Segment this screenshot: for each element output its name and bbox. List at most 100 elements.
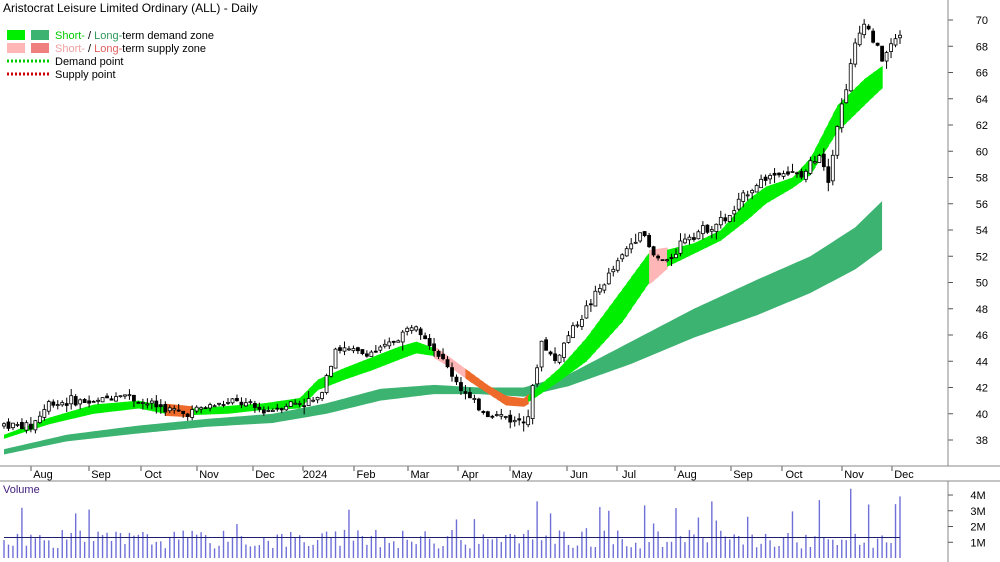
short-term-demand-segment: [236, 404, 243, 413]
short-term-demand-segment: [774, 182, 780, 199]
short-term-demand-segment: [80, 407, 86, 417]
candle-body: [880, 45, 884, 62]
x-tick-label: Oct: [144, 469, 161, 481]
candle-body: [669, 257, 674, 260]
short-term-demand-segment: [756, 189, 762, 212]
short-term-demand-segment: [564, 357, 570, 378]
candle-body: [454, 376, 459, 383]
candle-body: [736, 198, 741, 210]
legend-demand-sep: /: [85, 30, 94, 42]
candle-body: [705, 224, 710, 233]
candle-body: [633, 241, 638, 244]
candle-body: [660, 259, 665, 262]
candle-body: [772, 172, 777, 176]
candle-body: [96, 399, 100, 402]
candle-body: [252, 403, 257, 408]
x-tick-label: Jul: [622, 469, 636, 481]
short-term-demand-segment: [581, 337, 587, 365]
candle-body: [624, 248, 629, 257]
short-term-demand-segment: [98, 403, 104, 414]
candle-body: [651, 246, 656, 256]
short-term-demand-segment: [622, 282, 628, 322]
y-tick-label: 38: [976, 435, 988, 447]
candle-body: [687, 236, 692, 241]
short-term-demand-segment: [107, 402, 113, 413]
short-term-demand-segment: [8, 431, 14, 438]
short-term-demand-segment: [707, 234, 713, 248]
short-term-demand-segment: [711, 232, 717, 245]
short-term-demand-segment: [537, 383, 543, 397]
candle-body: [432, 343, 436, 351]
short-term-demand-segment: [228, 405, 234, 414]
legend-demand-zone: Short- / Long-term demand zone: [55, 30, 214, 42]
candle-body: [20, 422, 24, 430]
candle-body: [123, 394, 127, 397]
short-term-demand-segment: [828, 114, 834, 146]
candle-body: [692, 237, 696, 240]
short-term-supply-segment: [519, 397, 525, 407]
short-term-demand-segment: [702, 236, 708, 250]
candle-body: [795, 172, 799, 175]
candle-body: [700, 225, 705, 235]
candle-body: [481, 411, 486, 413]
candle-body: [530, 385, 535, 419]
candle-body: [799, 171, 804, 178]
candle-body: [615, 260, 620, 271]
candle-body: [199, 407, 204, 410]
volume-title: Volume: [3, 484, 40, 496]
candle-body: [391, 340, 396, 343]
short-term-demand-segment: [868, 72, 874, 102]
candle-body: [490, 415, 495, 418]
short-term-demand-segment: [555, 367, 561, 384]
candle-body: [790, 171, 795, 173]
short-term-demand-segment: [716, 230, 722, 243]
short-term-supply-segment: [465, 368, 471, 382]
short-term-supply-segment: [510, 396, 516, 407]
short-term-demand-segment: [389, 348, 395, 364]
short-term-demand-segment: [599, 313, 605, 347]
volume-bars: [3, 488, 901, 558]
short-term-demand-segment: [241, 404, 247, 413]
short-term-demand-segment: [93, 404, 99, 414]
candle-body: [866, 25, 871, 30]
short-term-demand-segment: [873, 69, 879, 97]
short-term-demand-segment: [698, 238, 704, 252]
short-term-demand-segment: [232, 405, 238, 414]
candle-body: [580, 318, 584, 327]
x-tick-label: Sep: [733, 469, 753, 481]
candle-body: [82, 399, 87, 403]
short-term-demand-segment: [84, 405, 90, 416]
candle-body: [11, 422, 15, 429]
candle-body: [638, 232, 643, 242]
short-term-demand-segment: [102, 403, 108, 413]
candle-body: [100, 397, 105, 403]
short-term-demand-segment: [277, 400, 283, 410]
candle-body: [396, 340, 401, 343]
legend-supply-long: Long-: [94, 43, 122, 55]
short-term-demand-segment: [425, 344, 431, 356]
candle-body: [311, 399, 316, 402]
candle-body: [203, 407, 208, 410]
candle-body: [356, 347, 360, 352]
y-axis: 38 40 42 44 46 48 50 52 54 56 58 60 62 64 66 68 70: [948, 15, 988, 447]
candle-body: [190, 409, 195, 418]
candle-body: [172, 408, 177, 411]
short-term-demand-segment: [631, 270, 637, 309]
short-term-demand-segment: [761, 186, 767, 208]
short-term-demand-segment: [219, 406, 225, 415]
candle-body: [548, 351, 553, 355]
candle-body: [674, 253, 678, 259]
short-term-demand-segment: [89, 404, 95, 415]
y-tick-label: 52: [976, 251, 988, 263]
short-term-demand-segment: [353, 362, 359, 377]
candle-body: [297, 403, 302, 405]
candle-body: [745, 194, 750, 197]
y-tick-label: 70: [976, 15, 988, 27]
candle-body: [235, 398, 239, 402]
short-term-supply-segment: [478, 378, 484, 391]
short-term-demand-segment: [129, 401, 135, 410]
candle-body: [136, 401, 141, 404]
candle-body: [212, 405, 217, 408]
candle-body: [118, 395, 123, 398]
short-term-demand-segment: [684, 244, 691, 258]
